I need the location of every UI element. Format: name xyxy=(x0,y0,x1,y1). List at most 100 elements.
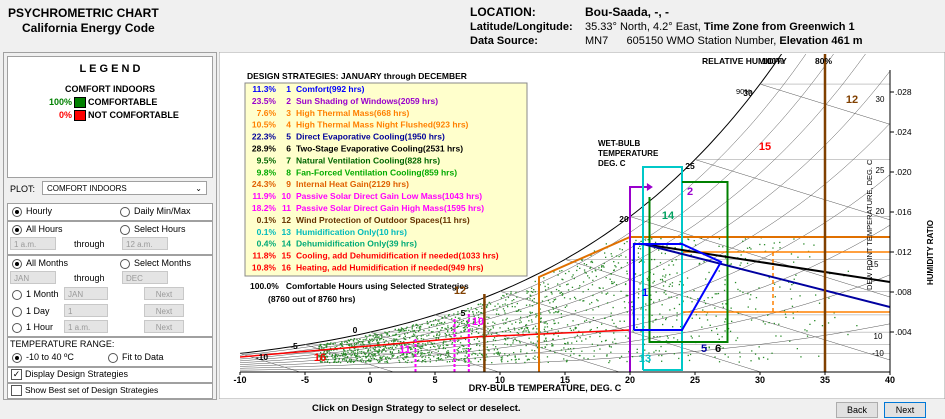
weather-hour-dot xyxy=(370,357,372,360)
weather-hour-dot xyxy=(430,324,433,326)
weather-hour-dot xyxy=(343,341,346,343)
back-button[interactable]: Back xyxy=(836,402,878,418)
x-tick-label: 25 xyxy=(690,375,700,385)
weather-hour-dot xyxy=(519,319,521,321)
radio-one-hour[interactable] xyxy=(12,323,22,333)
weather-hour-dot xyxy=(374,350,376,352)
weather-hour-dot xyxy=(617,262,620,264)
radio-range-fit[interactable] xyxy=(108,353,118,363)
next-hour-button[interactable]: Next xyxy=(144,320,184,333)
weather-hour-dot xyxy=(539,318,542,320)
weather-hour-dot xyxy=(481,323,483,325)
hour-from-select[interactable]: 1 a.m. xyxy=(10,237,56,250)
weather-hour-dot xyxy=(539,331,541,333)
month-to-select[interactable]: DEC xyxy=(122,271,168,284)
weather-hour-dot xyxy=(374,353,376,355)
weather-hour-dot xyxy=(357,348,359,350)
weather-hour-dot xyxy=(591,261,594,264)
weather-hour-dot xyxy=(555,331,557,334)
weather-hour-dot xyxy=(665,317,667,319)
weather-hour-dot xyxy=(678,303,681,306)
weather-hour-dot xyxy=(625,335,627,337)
month-from-select[interactable]: JAN xyxy=(10,271,56,284)
weather-hour-dot xyxy=(639,248,642,250)
next-button[interactable]: Next xyxy=(884,402,926,418)
weather-hour-dot xyxy=(665,274,667,276)
weather-hour-dot xyxy=(674,247,676,249)
weather-hour-dot xyxy=(411,353,413,355)
hour-to-select[interactable]: 12 a.m. xyxy=(122,237,168,250)
weather-hour-dot xyxy=(387,333,389,335)
show-best-checkbox[interactable] xyxy=(11,385,22,396)
weather-hour-dot xyxy=(424,343,426,345)
radio-all-months[interactable] xyxy=(12,259,22,269)
radio-one-day[interactable] xyxy=(12,307,22,317)
weather-hour-dot xyxy=(506,304,509,306)
weather-hour-dot xyxy=(456,321,459,323)
next-day-button[interactable]: Next xyxy=(144,304,184,317)
radio-hourly[interactable] xyxy=(12,207,22,217)
weather-hour-dot xyxy=(410,352,412,354)
weather-hour-dot xyxy=(353,347,356,350)
weather-hour-dot xyxy=(533,289,535,291)
weather-hour-dot xyxy=(512,342,514,344)
one-day-select[interactable]: 1 xyxy=(64,304,108,317)
weather-hour-dot xyxy=(346,356,349,358)
weather-hour-dot xyxy=(456,313,459,315)
radio-select-hours[interactable] xyxy=(120,225,130,235)
y-tick-label: .024 xyxy=(895,127,912,137)
weather-hour-dot xyxy=(662,323,664,326)
weather-hour-dot xyxy=(411,361,413,363)
radio-all-hours[interactable] xyxy=(12,225,22,235)
weather-hour-dot xyxy=(520,321,522,323)
weather-hour-dot xyxy=(711,329,713,332)
y-tick-label: .016 xyxy=(895,207,912,217)
weather-hour-dot xyxy=(330,349,333,351)
weather-hour-dot xyxy=(496,309,498,311)
weather-hour-dot xyxy=(447,356,449,358)
weather-hour-dot xyxy=(567,283,569,285)
weather-hour-dot xyxy=(557,335,559,337)
all-months-label: All Months xyxy=(26,258,69,268)
display-strategies-checkbox[interactable]: ✓ xyxy=(11,369,22,380)
weather-hour-dot xyxy=(803,243,805,245)
weather-hour-dot xyxy=(376,340,378,342)
weather-hour-dot xyxy=(410,330,412,332)
weather-hour-dot xyxy=(463,350,465,352)
weather-hour-dot xyxy=(463,330,465,332)
weather-hour-dot xyxy=(429,361,431,363)
weather-hour-dot xyxy=(723,289,726,292)
next-month-button[interactable]: Next xyxy=(144,287,184,300)
radio-range-fixed[interactable] xyxy=(12,353,22,363)
weather-hour-dot xyxy=(585,338,587,340)
through-label: through xyxy=(74,239,105,249)
weather-hour-dot xyxy=(370,360,372,362)
display-strategies-label: Display Design Strategies xyxy=(25,369,129,379)
weather-hour-dot xyxy=(504,353,506,355)
weather-hour-dot xyxy=(727,328,730,330)
plot-select[interactable]: COMFORT INDOORS ⌄ xyxy=(42,181,207,195)
weather-hour-dot xyxy=(465,325,468,327)
weather-hour-dot xyxy=(573,277,575,280)
weather-hour-dot xyxy=(399,330,401,332)
radio-one-month[interactable] xyxy=(12,290,22,300)
weather-hour-dot xyxy=(379,361,381,363)
weather-hour-dot xyxy=(457,347,459,350)
radio-daily[interactable] xyxy=(120,207,130,217)
weather-hour-dot xyxy=(676,272,678,274)
weather-hour-dot xyxy=(428,351,430,353)
weather-hour-dot xyxy=(319,358,322,361)
weather-hour-dot xyxy=(615,266,617,268)
one-month-select[interactable]: JAN xyxy=(64,287,108,300)
weather-hour-dot xyxy=(392,334,394,337)
weather-hour-dot xyxy=(497,353,499,355)
weather-hour-dot xyxy=(379,339,381,341)
weather-hour-dot xyxy=(391,346,393,348)
weather-hour-dot xyxy=(438,334,440,337)
weather-hour-dot xyxy=(516,302,518,305)
one-hour-select[interactable]: 1 a.m. xyxy=(64,320,108,333)
weather-hour-dot xyxy=(321,346,323,348)
weather-hour-dot xyxy=(429,354,431,356)
radio-select-months[interactable] xyxy=(120,259,130,269)
weather-hour-dot xyxy=(427,323,429,325)
